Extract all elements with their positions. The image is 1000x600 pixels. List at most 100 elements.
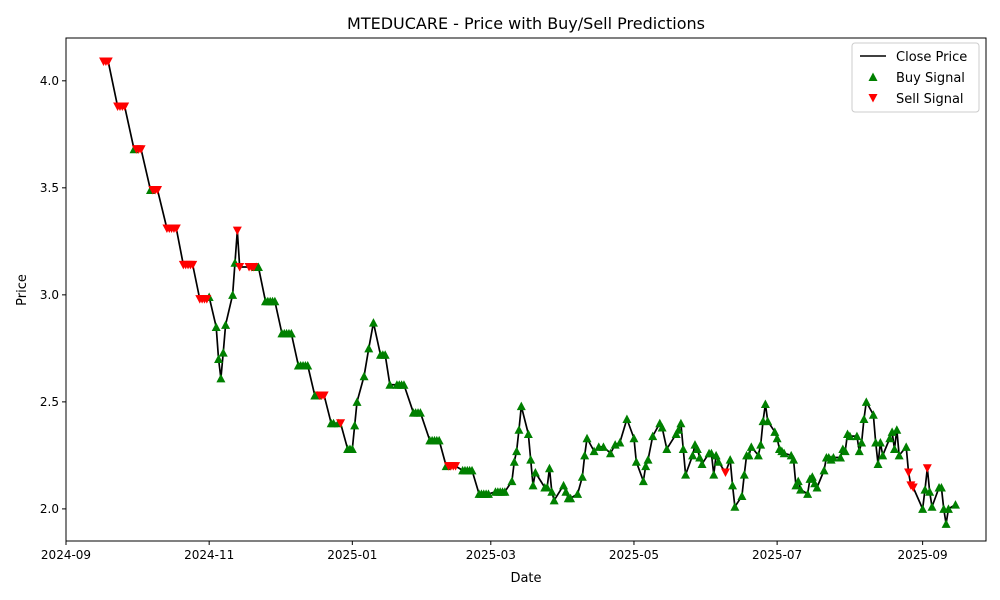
buy-signal-marker (364, 343, 374, 353)
buy-signal-marker (509, 457, 519, 466)
buy-signal-marker (415, 408, 425, 417)
buy-signal-marker (925, 487, 935, 496)
buy-signal-marker (516, 401, 526, 411)
buy-signal-marker (467, 465, 477, 475)
buy-signal-marker (763, 416, 773, 426)
buy-signal-marker (868, 410, 878, 419)
buy-signal-marker (936, 482, 946, 492)
buy-signal-marker (648, 431, 658, 441)
buy-signal-marker (566, 493, 576, 503)
legend: Close Price Buy Signal Sell Signal (851, 42, 980, 113)
buy-signal-marker (580, 450, 590, 460)
sell-signal-marker (451, 462, 461, 471)
buy-signal-marker (631, 457, 641, 466)
buy-signal-marker (368, 318, 378, 327)
buy-signal-marker (857, 438, 867, 447)
buy-signal-marker (746, 442, 756, 451)
buy-signal-marker (514, 425, 524, 434)
buy-signal-marker (671, 429, 681, 438)
buy-signal-marker (573, 489, 583, 498)
buy-signal-marker (216, 373, 226, 383)
buy-signal-marker (739, 470, 749, 479)
buy-signal-marker (840, 446, 850, 456)
buy-signal-marker (711, 450, 721, 460)
sell-signal-marker (120, 102, 130, 111)
buy-signal-marker (528, 480, 538, 490)
buy-signal-marker (641, 461, 651, 471)
sell-signal-marker (922, 464, 932, 473)
y-axis-label: Price (15, 274, 30, 306)
buy-signal-marker (523, 429, 533, 438)
buy-signal-marker (854, 446, 864, 456)
buy-signal-marker (887, 427, 897, 436)
buy-signal-marker (889, 444, 899, 453)
y-tick-label: 3.5 (40, 181, 59, 195)
buy-signal-marker (873, 459, 883, 468)
buy-signal-marker (221, 320, 231, 329)
buy-signal-marker (549, 495, 559, 505)
buy-signal-marker (350, 420, 360, 430)
sell-signal-marker (908, 483, 918, 492)
buy-signal-marker (835, 453, 845, 462)
x-tick-label: 2025-03 (466, 548, 516, 562)
buy-signal-marker (770, 427, 780, 436)
x-tick-label: 2024-09 (41, 548, 91, 562)
buy-signal-marker (885, 433, 895, 443)
buy-signal-marker (756, 440, 766, 449)
sell-signal-marker (904, 468, 914, 478)
sell-signal-marker (249, 263, 259, 272)
x-tick-label: 2025-07 (752, 548, 802, 562)
buy-signal-marker (692, 444, 702, 453)
buy-signal-marker (789, 455, 799, 464)
buy-signal-marker (709, 470, 719, 479)
buy-signal-marker (359, 371, 369, 381)
buy-signal-marker (697, 459, 707, 468)
chart-title: MTEDUCARE - Price with Buy/Sell Predicti… (347, 14, 705, 33)
legend-label-buy: Buy Signal (896, 71, 965, 86)
plot-frame (65, 37, 987, 542)
buy-signal-marker (744, 450, 754, 460)
sell-signal-marker (235, 263, 245, 272)
buy-signal-marker (615, 438, 625, 447)
buy-signal-marker (828, 453, 838, 462)
buy-signal-marker (807, 472, 817, 481)
y-tick-label: 2.0 (40, 502, 59, 516)
buy-signal-marker (713, 457, 723, 466)
buy-signal-marker (530, 468, 540, 477)
buy-signal-marker (303, 360, 313, 370)
buy-signal-marker (253, 262, 263, 272)
buy-signal-marker (605, 448, 615, 458)
sell-signal-marker (336, 419, 346, 428)
buy-signal-marker (803, 489, 813, 498)
buy-signal-marker (859, 414, 869, 423)
legend-sell-marker (868, 94, 878, 103)
buy-signal-marker (678, 444, 688, 453)
buy-signal-marker (347, 444, 357, 453)
buy-signal-marker (577, 472, 587, 481)
buy-signal-marker (760, 399, 770, 409)
sell-signal-marker (188, 260, 198, 270)
buy-signal-marker (688, 450, 698, 460)
buy-signal-marker (629, 433, 639, 443)
buy-signal-marker (507, 476, 517, 486)
x-tick-label: 2024-11 (184, 548, 234, 562)
sell-signal-marker (202, 295, 212, 304)
legend-label-sell: Sell Signal (896, 92, 964, 107)
x-axis-label: Date (510, 571, 541, 586)
buy-signal-marker (950, 500, 960, 509)
buy-signal-marker (228, 290, 238, 299)
buy-signal-marker (892, 425, 902, 434)
buy-signal-marker (943, 504, 953, 513)
sell-signal-marker (171, 224, 181, 233)
buy-signal-marker (901, 442, 911, 451)
buy-signal-marker (878, 450, 888, 460)
buy-signal-marker (779, 448, 789, 458)
buy-signal-marker (500, 487, 510, 496)
y-tick-label: 3.0 (40, 288, 59, 302)
buy-signal-marker (920, 485, 930, 494)
close-price-line (103, 60, 956, 525)
buy-signal-marker (643, 455, 653, 464)
buy-signal-marker (695, 453, 705, 462)
buy-signal-marker (352, 397, 362, 406)
